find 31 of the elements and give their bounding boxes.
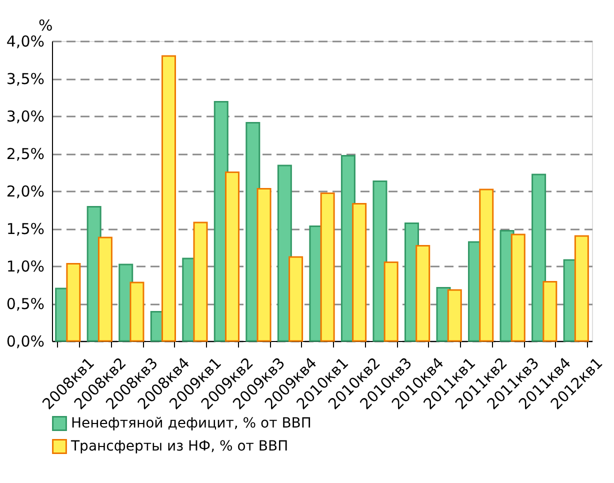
- y-tick-label: 0,5%: [6, 295, 44, 313]
- bar: [352, 203, 367, 342]
- bar: [574, 235, 589, 342]
- bar: [510, 234, 526, 342]
- y-tick-label: 2,5%: [6, 145, 44, 163]
- y-tick-label: 1,0%: [6, 258, 44, 276]
- legend-label: Ненефтяной дефицит, % от ВВП: [71, 416, 312, 432]
- bar: [66, 263, 81, 342]
- y-tick-label: 0,0%: [6, 332, 44, 350]
- bar: [256, 188, 272, 342]
- bar: [320, 192, 335, 342]
- bar: [98, 236, 112, 342]
- bar: [384, 262, 398, 342]
- bar: [130, 282, 144, 342]
- y-tick-label: 3,5%: [6, 70, 44, 88]
- bar: [193, 222, 208, 342]
- bar: [225, 172, 240, 342]
- y-tick-label: 4,0%: [6, 32, 44, 50]
- bar: [447, 289, 462, 342]
- y-axis-title: %: [38, 16, 53, 34]
- bar: [416, 245, 430, 342]
- bar: [161, 55, 176, 342]
- bar: [479, 188, 494, 342]
- bar: [372, 180, 388, 342]
- y-tick-label: 3,0%: [6, 108, 44, 126]
- y-tick-label: 2,0%: [6, 182, 44, 200]
- y-tick-label: 1,5%: [6, 220, 44, 238]
- bar: [288, 256, 304, 342]
- legend-label: Трансферты из НФ, % от ВВП: [70, 438, 288, 454]
- bar: [532, 174, 546, 342]
- bar: [542, 281, 558, 342]
